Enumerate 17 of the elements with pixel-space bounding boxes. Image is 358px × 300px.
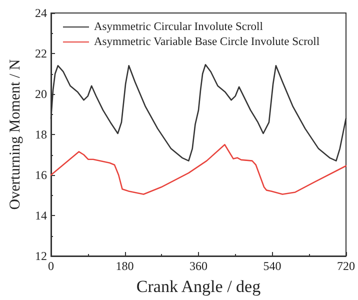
y-tick-label: 24 [35,6,47,20]
x-tick-label: 720 [337,259,355,273]
y-axis-title: Overturning Moment / N [8,59,24,210]
x-tick-label: 0 [48,259,54,273]
legend-label: Asymmetric Variable Base Circle Involute Scroll [94,36,320,48]
y-tick-label: 22 [35,46,47,60]
x-axis-title: Crank Angle / deg [136,277,262,296]
y-tick-label: 12 [35,249,47,263]
line-series [50,144,347,195]
legend-label: Asymmetric Circular Involute Scroll [94,21,263,33]
x-tick-label: 360 [190,259,208,273]
y-tick-label: 18 [35,128,47,142]
x-tick-label: 540 [263,259,282,273]
y-tick-label: 16 [35,168,47,182]
y-tick-label: 20 [35,87,47,101]
x-tick-label: 180 [116,259,134,273]
y-tick-label: 14 [35,208,47,222]
